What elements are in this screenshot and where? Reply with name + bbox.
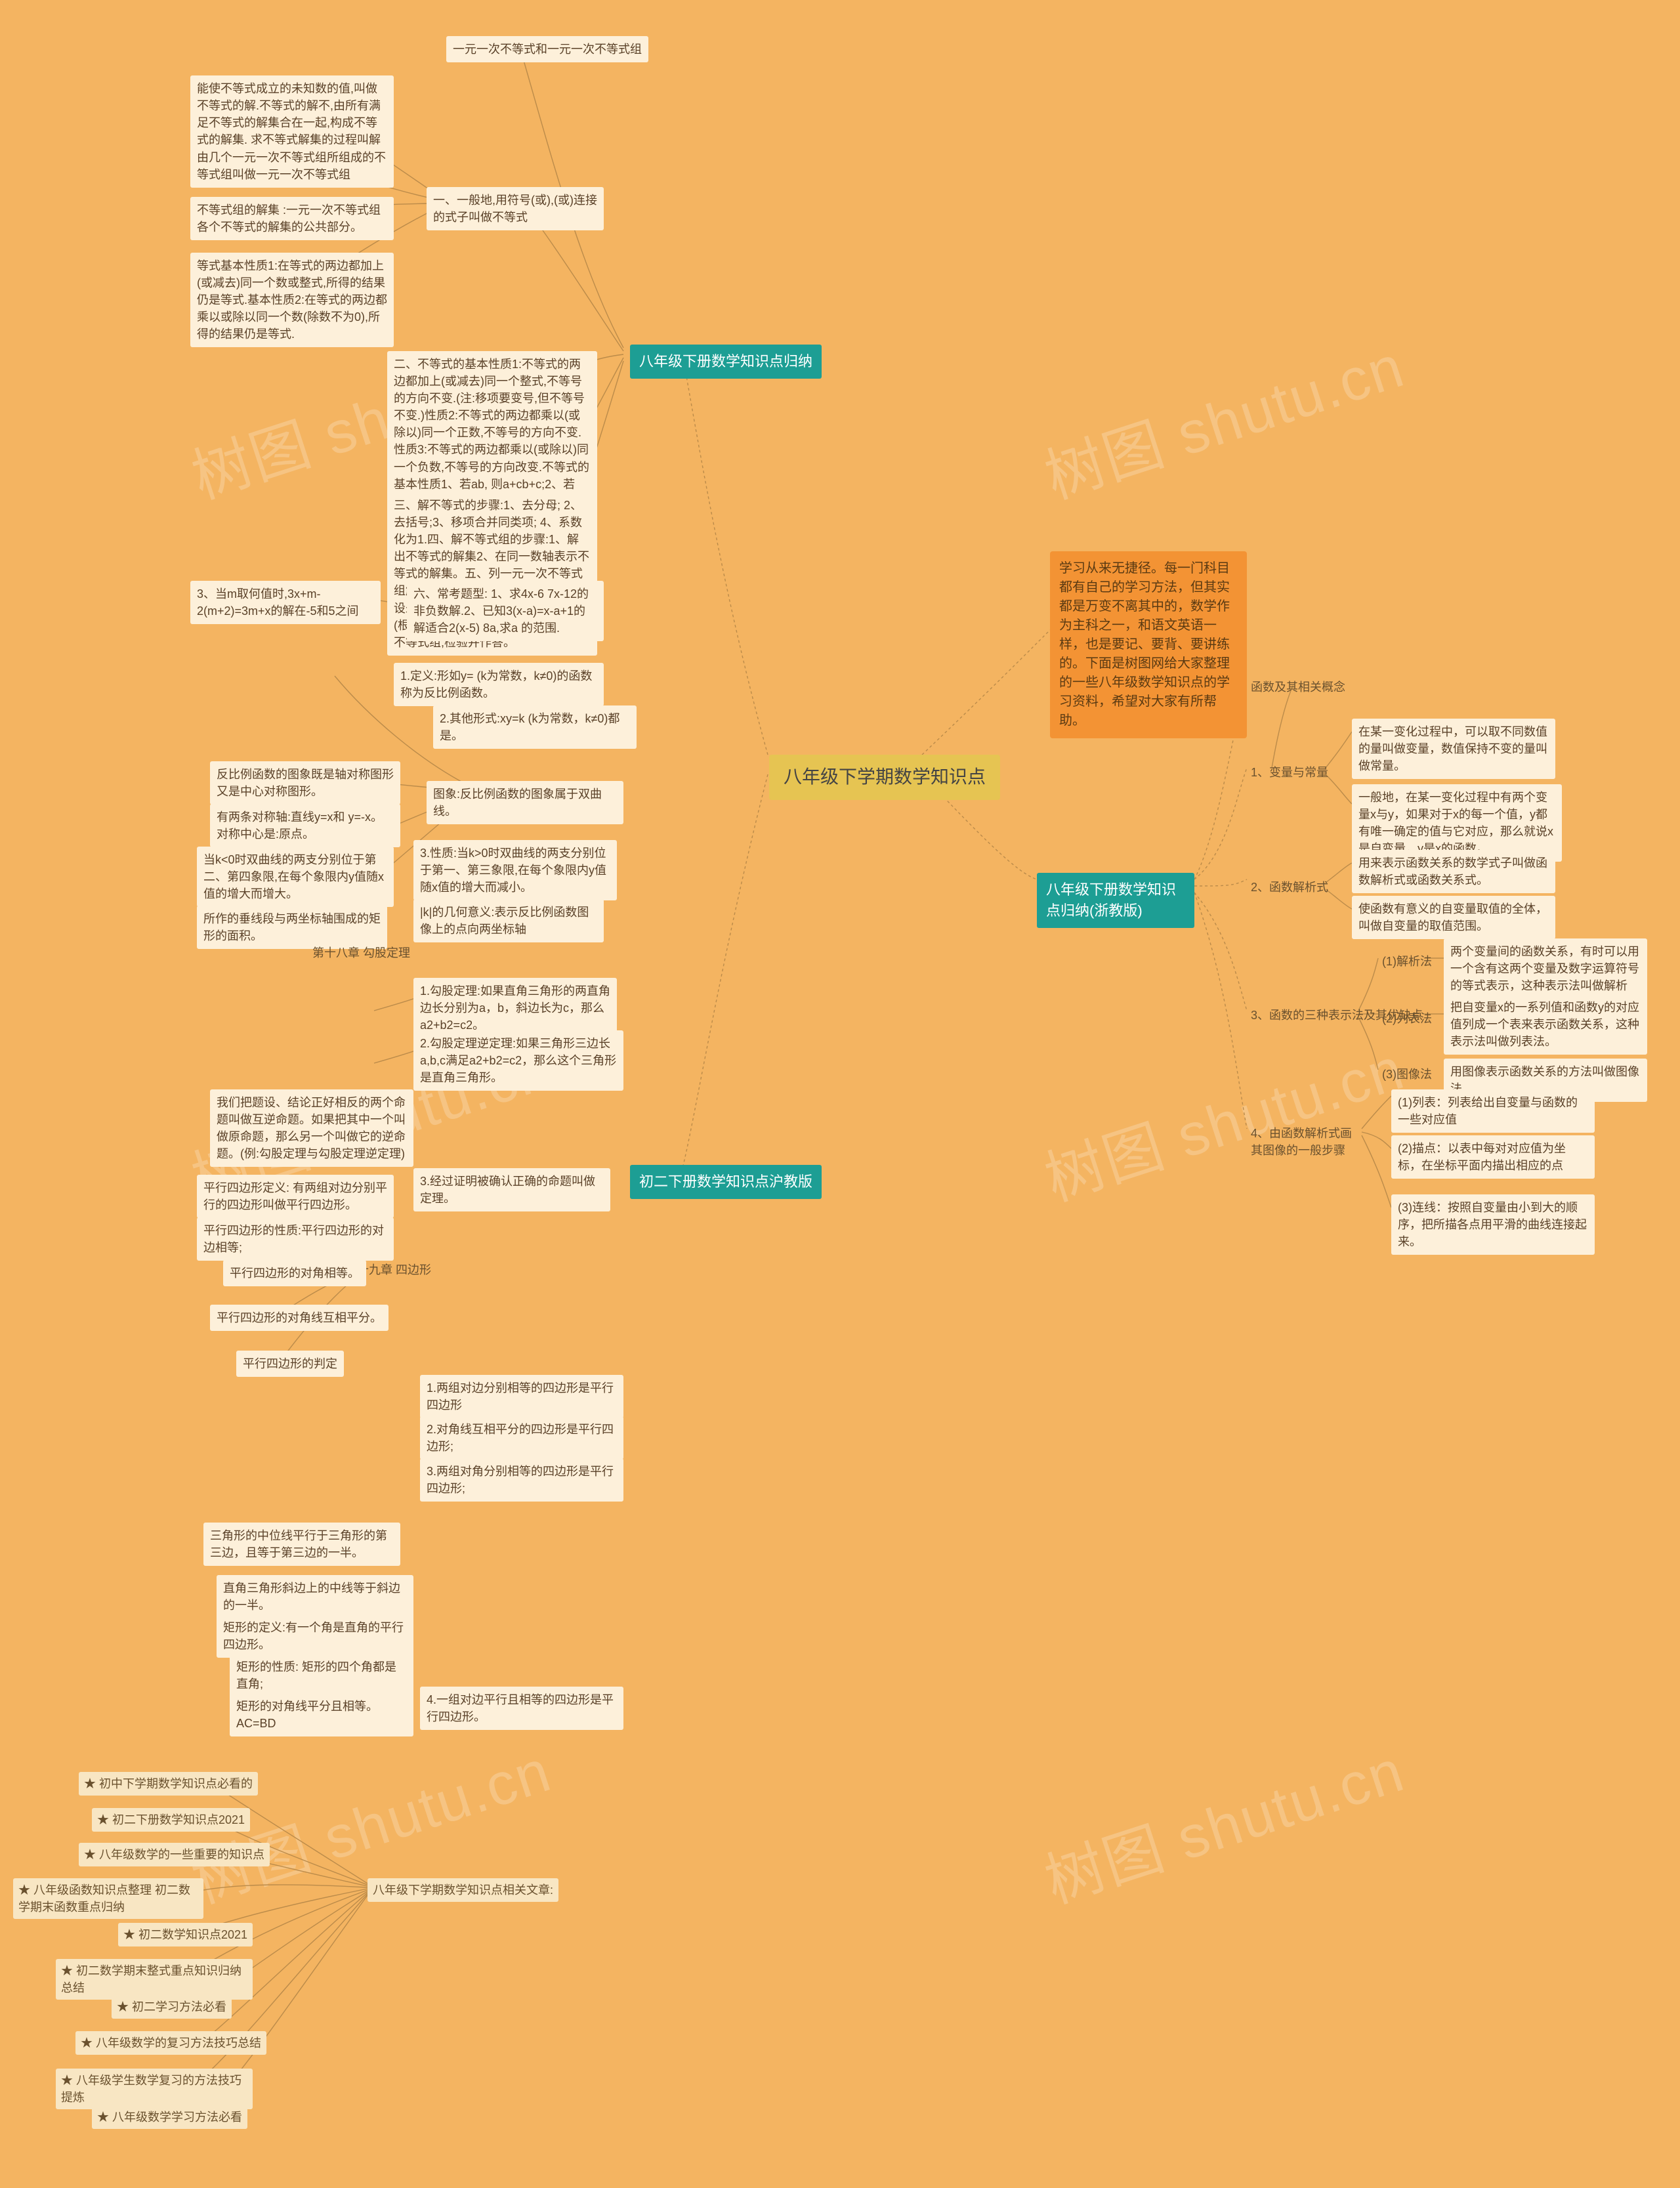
related-title: 八年级下学期数学知识点相关文章: bbox=[368, 1878, 558, 1902]
leaf: 直角三角形斜边上的中线等于斜边的一半。 bbox=[217, 1575, 413, 1618]
leaf: 把自变量x的一系列值和函数y的对应值列成一个表来表示函数关系，这种表示法叫做列表… bbox=[1444, 994, 1647, 1055]
leaf: 2.勾股定理逆定理:如果三角形三边长a,b,c满足a2+b2=c2，那么这个三角… bbox=[413, 1030, 623, 1091]
related-item[interactable]: ★ 八年级数学学习方法必看 bbox=[92, 2105, 247, 2129]
leaf: (1)解析法 bbox=[1378, 950, 1436, 973]
leaf: 等式基本性质1:在等式的两边都加上(或减去)同一个数或整式,所得的结果仍是等式.… bbox=[190, 253, 394, 347]
leaf: 用来表示函数关系的数学式子叫做函数解析式或函数关系式。 bbox=[1352, 850, 1555, 893]
leaf: 2.其他形式:xy=k (k为常数，k≠0)都是。 bbox=[433, 705, 637, 749]
leaf: (3)图像法 bbox=[1378, 1063, 1436, 1085]
leaf: 3、当m取何值时,3x+m-2(m+2)=3m+x的解在-5和5之间 bbox=[190, 581, 381, 624]
leaf: 1.勾股定理:如果直角三角形的两直角边长分别为a，b，斜边长为c，那么a2+b2… bbox=[413, 978, 617, 1038]
leaf: 1.两组对边分别相等的四边形是平行四边形 bbox=[420, 1375, 623, 1418]
leaf: 使函数有意义的自变量取值的全体，叫做自变量的取值范围。 bbox=[1352, 896, 1555, 939]
related-item[interactable]: ★ 八年级学生数学复习的方法技巧提炼 bbox=[56, 2069, 253, 2109]
related-item[interactable]: ★ 八年级函数知识点整理 初二数学期末函数重点归纳 bbox=[13, 1878, 203, 1919]
leaf: 平行四边形的性质:平行四边形的对边相等; bbox=[197, 1217, 394, 1261]
leaf: 4、由函数解析式画其图像的一般步骤 bbox=[1247, 1122, 1365, 1162]
related-item[interactable]: ★ 初二数学知识点2021 bbox=[118, 1923, 253, 1946]
leaf: 平行四边形的对角相等。 bbox=[223, 1260, 366, 1286]
leaf: 三角形的中位线平行于三角形的第三边，且等于第三边的一半。 bbox=[203, 1523, 400, 1566]
related-item[interactable]: ★ 初二下册数学知识点2021 bbox=[92, 1808, 250, 1832]
leaf: 平行四边形定义: 有两组对边分别平行的四边形叫做平行四边形。 bbox=[197, 1175, 394, 1218]
leaf: 函数及其相关概念 bbox=[1247, 676, 1349, 698]
leaf: 有两条对称轴:直线y=x和 y=-x。对称中心是:原点。 bbox=[210, 804, 400, 847]
related-item[interactable]: ★ 八年级数学的复习方法技巧总结 bbox=[75, 2031, 266, 2055]
leaf: 平行四边形的对角线互相平分。 bbox=[210, 1305, 388, 1331]
leaf: 一、一般地,用符号(或),(或)连接的式子叫做不等式 bbox=[427, 187, 604, 230]
leaf: (1)列表：列表给出自变量与函数的一些对应值 bbox=[1391, 1089, 1595, 1133]
watermark: 树图 shutu.cn bbox=[1033, 1723, 1414, 1920]
related-item[interactable]: ★ 初中下学期数学知识点必看的 bbox=[79, 1772, 258, 1796]
leaf: 反比例函数的图象既是轴对称图形又是中心对称图形。 bbox=[210, 761, 400, 805]
branch-right[interactable]: 八年级下册数学知识点归纳(浙教版) bbox=[1037, 873, 1194, 928]
leaf: 1.定义:形如y= (k为常数，k≠0)的函数称为反比例函数。 bbox=[394, 663, 604, 706]
leaf: 3.性质:当k>0时双曲线的两支分别位于第一、第三象限,在每个象限内y值随x值的… bbox=[413, 840, 617, 900]
branch-left-2[interactable]: 初二下册数学知识点沪教版 bbox=[630, 1165, 822, 1199]
leaf: 图象:反比例函数的图象属于双曲线。 bbox=[427, 781, 623, 824]
leaf: |k|的几何意义:表示反比例函数图像上的点向两坐标轴 bbox=[413, 899, 604, 942]
leaf: 我们把题设、结论正好相反的两个命题叫做互逆命题。如果把其中一个叫做原命题，那么另… bbox=[210, 1089, 413, 1167]
leaf: 在某一变化过程中，可以取不同数值的量叫做变量，数值保持不变的量叫做常量。 bbox=[1352, 719, 1555, 779]
leaf: (2)列表法 bbox=[1378, 1007, 1436, 1030]
leaf: 1、变量与常量 bbox=[1247, 761, 1332, 784]
leaf: 第十八章 勾股定理 bbox=[308, 942, 414, 964]
root-node[interactable]: 八年级下学期数学知识点 bbox=[769, 755, 1000, 800]
leaf: 不等式组的解集 :一元一次不等式组各个不等式的解集的公共部分。 bbox=[190, 197, 394, 240]
leaf: 平行四边形的判定 bbox=[236, 1351, 344, 1377]
related-item[interactable]: ★ 八年级数学的一些重要的知识点 bbox=[79, 1843, 270, 1866]
related-item[interactable]: ★ 初二数学期末整式重点知识归纳总结 bbox=[56, 1959, 253, 2000]
leaf: 六、常考题型: 1、求4x-6 7x-12的非负数解.2、已知3(x-a)=x-… bbox=[407, 581, 604, 641]
leaf: 2、函数解析式 bbox=[1247, 876, 1332, 898]
leaf: 矩形的性质: 矩形的四个角都是直角; bbox=[230, 1654, 413, 1697]
related-item[interactable]: ★ 初二学习方法必看 bbox=[112, 1995, 232, 2019]
watermark: 树图 shutu.cn bbox=[1033, 319, 1414, 515]
leaf: 一元一次不等式和一元一次不等式组 bbox=[446, 36, 648, 62]
leaf: 4.一组对边平行且相等的四边形是平行四边形。 bbox=[420, 1687, 623, 1730]
watermark: 树图 shutu.cn bbox=[1033, 1021, 1414, 1217]
leaf: 由几个一元一次不等式组所组成的不等式组叫做一元一次不等式组 bbox=[190, 144, 394, 188]
leaf: 矩形的对角线平分且相等。AC=BD bbox=[230, 1693, 413, 1736]
leaf: 3.两组对角分别相等的四边形是平行四边形; bbox=[420, 1458, 623, 1502]
leaf: 2.对角线互相平分的四边形是平行四边形; bbox=[420, 1416, 623, 1460]
leaf: (3)连线：按照自变量由小到大的顺序，把所描各点用平滑的曲线连接起来。 bbox=[1391, 1194, 1595, 1255]
branch-left-top[interactable]: 八年级下册数学知识点归纳 bbox=[630, 345, 822, 379]
leaf: 矩形的定义:有一个角是直角的平行四边形。 bbox=[217, 1614, 413, 1658]
leaf: 当k<0时双曲线的两支分别位于第二、第四象限,在每个象限内y值随x值的增大而增大… bbox=[197, 847, 394, 907]
leaf: 3.经过证明被确认正确的命题叫做定理。 bbox=[413, 1168, 610, 1211]
leaf: (2)描点：以表中每对对应值为坐标，在坐标平面内描出相应的点 bbox=[1391, 1135, 1595, 1179]
intro-text: 学习从来无捷径。每一门科目都有自己的学习方法，但其实都是万变不离其中的，数学作为… bbox=[1050, 551, 1247, 738]
